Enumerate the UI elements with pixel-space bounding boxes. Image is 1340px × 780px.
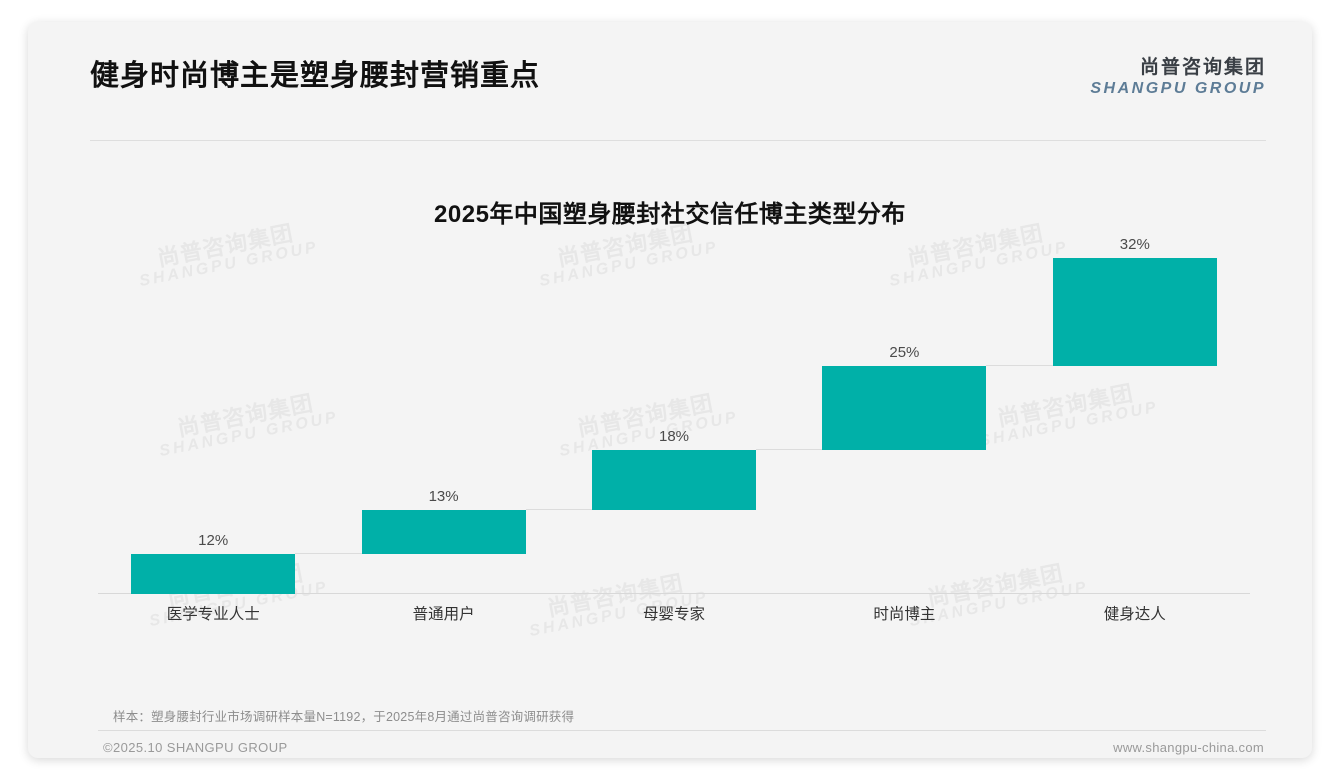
logo-text-cn: 尚普咨询集团 bbox=[1139, 57, 1266, 78]
category-label: 医学专业人士 bbox=[166, 606, 260, 623]
bar-value-label: 12% bbox=[198, 531, 229, 549]
category-label: 时尚博主 bbox=[873, 606, 936, 623]
bar-value-label: 25% bbox=[889, 343, 920, 361]
chart-title: 2025年中国塑身腰封社交信任博主类型分布 bbox=[434, 201, 906, 228]
logo-text-en: SHANGPU GROUP bbox=[1090, 80, 1266, 97]
header-divider bbox=[90, 140, 1266, 141]
bar-value-label: 32% bbox=[1119, 236, 1150, 253]
bar-value-label: 18% bbox=[658, 427, 690, 445]
bar-普通用户 bbox=[361, 510, 526, 554]
waterfall-connector bbox=[756, 448, 823, 450]
waterfall-chart-plot: 12% 13% 18% 25% 32% bbox=[98, 236, 1250, 594]
waterfall-connector bbox=[525, 509, 592, 510]
bar-健身达人 bbox=[1052, 258, 1217, 366]
slide-header: 健身时尚博主是塑身腰封营销重点 尚普咨询集团 SHANGPU GROUP bbox=[28, 22, 1312, 120]
category-label: 健身达人 bbox=[1103, 606, 1166, 623]
bar-母婴专家 bbox=[592, 449, 756, 510]
slide: 尚普咨询集团 SHANGPU GROUP 尚普咨询集团 SHANGPU GROU… bbox=[28, 22, 1312, 758]
x-axis-line bbox=[98, 593, 1250, 594]
x-axis-category-labels: 医学专业人士 普通用户 母婴专家 时尚博主 健身达人 bbox=[98, 602, 1250, 632]
bar-value-label: 13% bbox=[428, 488, 459, 505]
category-label: 普通用户 bbox=[412, 606, 475, 623]
footer-website: www.shangpu-china.com bbox=[1113, 740, 1264, 755]
category-label: 母婴专家 bbox=[642, 606, 705, 623]
footer-divider bbox=[98, 730, 1266, 731]
waterfall-connector bbox=[986, 364, 1053, 366]
bar-医学专业人士 bbox=[131, 553, 296, 594]
waterfall-connector bbox=[295, 552, 362, 554]
page-title: 健身时尚博主是塑身腰封营销重点 bbox=[90, 60, 541, 92]
footer-copyright: ©2025.10 SHANGPU GROUP bbox=[103, 740, 288, 755]
chart-footnote: 样本：塑身腰封行业市场调研样本量N=1192，于2025年8月通过尚普咨询调研获… bbox=[113, 710, 575, 724]
bar-时尚博主 bbox=[822, 365, 987, 450]
brand-logo: 尚普咨询集团 SHANGPU GROUP bbox=[1090, 52, 1266, 98]
